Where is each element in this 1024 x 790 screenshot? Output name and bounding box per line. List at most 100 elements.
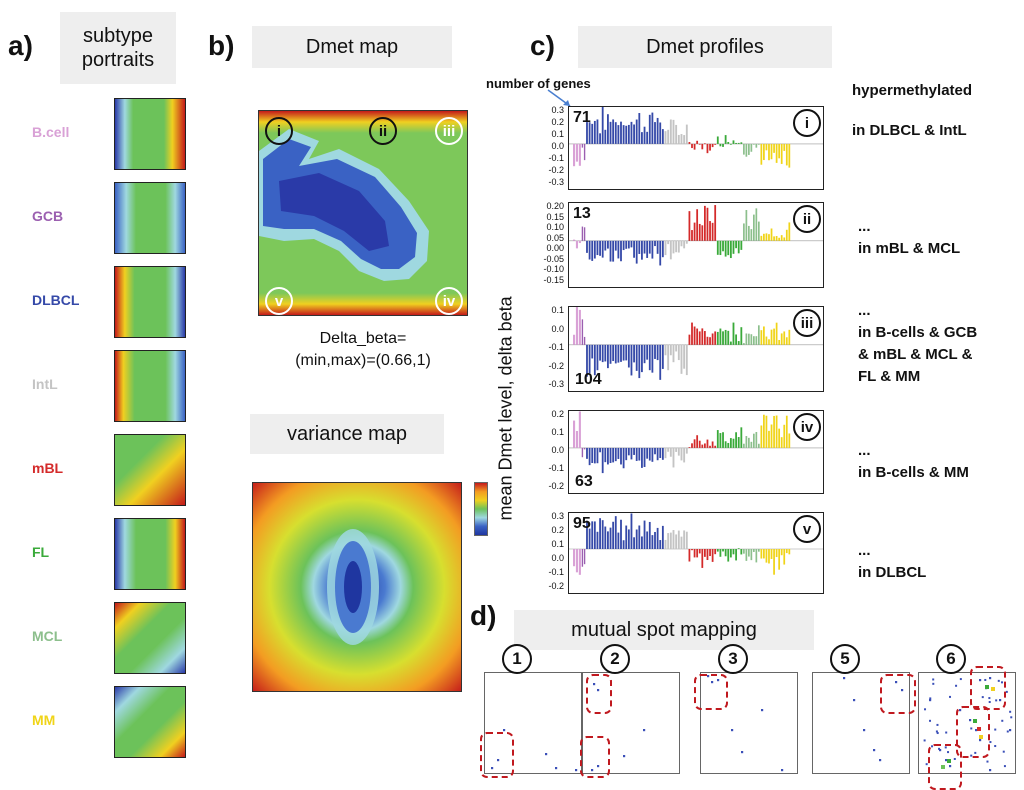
spot-dot [932, 678, 935, 681]
profile-bar [667, 240, 670, 245]
profile-bar [740, 427, 743, 448]
spot-map-1 [484, 672, 582, 774]
profile-bar [627, 344, 630, 368]
profile-bar [788, 433, 791, 448]
spot-dot [597, 765, 600, 768]
profile-bar [575, 307, 579, 345]
profile-bar [685, 531, 688, 549]
profile-v-tick: 0.0 [551, 553, 564, 563]
profile-iv: 63 iv [568, 410, 824, 494]
profile-iv-marker: iv [793, 413, 821, 441]
profile-bar [755, 336, 758, 345]
spot-dot [953, 757, 956, 760]
profile-ii-tick: 0.20 [546, 201, 564, 211]
profile-bar [622, 240, 625, 251]
profile-bar [760, 330, 763, 345]
profile-bar [778, 549, 781, 570]
profile-bar [648, 344, 651, 371]
panel-d-label: d) [470, 600, 497, 631]
spot-map-5-dots [843, 677, 904, 762]
profile-bar [630, 447, 633, 460]
profile-bar [677, 530, 680, 549]
profile-bar [669, 532, 672, 549]
profile-v-tick: -0.1 [548, 567, 564, 577]
profile-bar [661, 525, 664, 549]
profile-bar [669, 447, 672, 457]
profile-bar [591, 240, 594, 261]
profile-bar [729, 549, 732, 558]
profile-bar [748, 437, 750, 448]
profile-i-tick: -0.1 [548, 153, 564, 163]
profile-bar [716, 240, 719, 255]
profile-bar [641, 132, 643, 144]
profile-bar [755, 143, 758, 148]
profile-bar [643, 240, 646, 254]
spot-map-1-highlight [480, 732, 514, 778]
profile-bar [683, 447, 686, 463]
spot-dot [994, 728, 997, 731]
profile-bar [773, 236, 775, 241]
profile-bar [696, 549, 699, 558]
spot-dot-colored [977, 727, 981, 731]
profile-ii-tick: 0.05 [546, 232, 564, 243]
profile-v-bars [569, 513, 823, 575]
spot-dot [989, 677, 992, 680]
profile-bar [641, 447, 643, 468]
profile-bar [763, 326, 765, 345]
profile-bar [604, 129, 607, 144]
y-axis-label-wrap: mean Dmet level, delta beta [486, 290, 526, 530]
profile-bar [664, 539, 667, 549]
profile-bar [630, 513, 633, 549]
profile-iv-tick: 0.0 [551, 445, 564, 455]
profile-bar [575, 240, 579, 249]
profile-bar [732, 549, 735, 555]
profile-iii-tick: 0.1 [551, 305, 564, 315]
spot-dot [929, 719, 932, 722]
profile-bar [691, 443, 693, 448]
profile-bar [573, 239, 576, 241]
profile-bar [596, 119, 599, 144]
spot-dot [988, 697, 991, 700]
profile-bar [788, 549, 791, 555]
spot-dot-colored [985, 685, 989, 689]
profile-bar [788, 143, 791, 168]
profile-ii-tick: 0.00 [546, 243, 564, 254]
dmet-map-image [259, 111, 467, 315]
profile-bar [641, 240, 643, 260]
profile-i-description: hypermethylated in DLBCL & IntL [852, 80, 1018, 142]
profile-bar [614, 516, 617, 549]
profile-bar [586, 520, 588, 549]
spot-dot [932, 682, 935, 685]
spot-dot [761, 709, 764, 712]
profile-i-gene-count: 71 [573, 109, 591, 126]
profile-bar [783, 331, 786, 345]
spot-map-6-highlight [928, 744, 962, 790]
profile-bar [633, 240, 635, 258]
profile-bar [778, 428, 781, 448]
profile-bar [740, 549, 743, 555]
profile-bar [672, 240, 675, 254]
profile-i: 71 i [568, 105, 824, 190]
profile-bar [659, 447, 662, 458]
profile-bar [775, 415, 778, 448]
profile-bar [622, 344, 625, 361]
profile-bar [750, 143, 753, 152]
profile-ii-marker: ii [793, 205, 821, 233]
profile-bar [755, 208, 758, 241]
profile-ii-description: ... in mBL & MCL [858, 216, 1024, 260]
spot-map-2-highlight [580, 736, 610, 778]
spot-dot [974, 751, 977, 754]
profile-bar [763, 549, 765, 559]
number-of-genes-arrow [547, 89, 571, 107]
profile-bar [573, 549, 576, 567]
profile-bar [599, 344, 601, 361]
subtype-label-mm: MM [32, 712, 56, 728]
profile-bar [617, 532, 620, 549]
profile-bar [693, 439, 696, 448]
profile-bar [688, 334, 691, 345]
profile-bar [661, 344, 664, 369]
profile-bar [641, 536, 643, 549]
profile-i-tick: -0.2 [548, 165, 564, 175]
profile-bar [596, 344, 599, 371]
profile-bar [701, 225, 704, 241]
